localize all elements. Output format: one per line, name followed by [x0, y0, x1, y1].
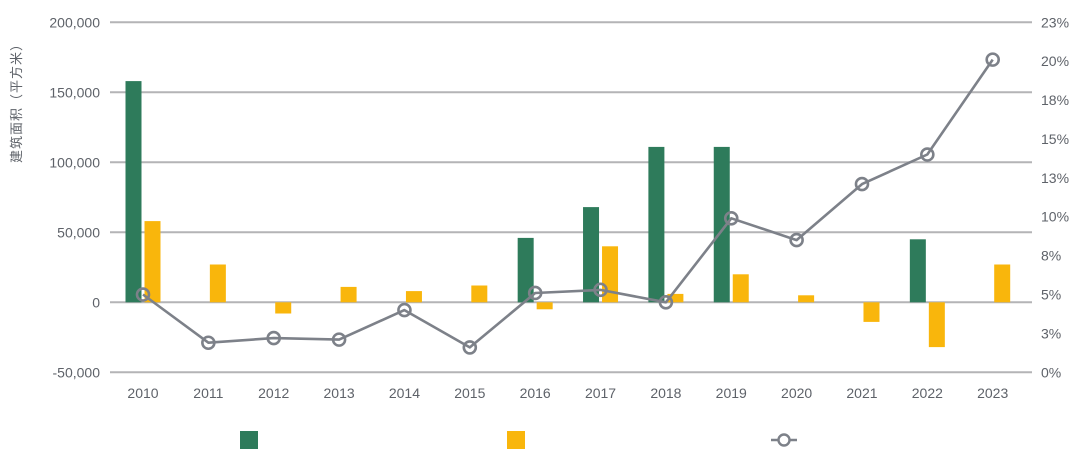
left-axis-tick-label: -50,000 [53, 364, 101, 380]
yellow-bar[interactable] [209, 264, 226, 303]
x-axis-year-label: 2022 [912, 385, 943, 401]
x-axis-year-label: 2020 [781, 385, 812, 401]
right-axis-tick-label: 13% [1041, 170, 1069, 186]
x-axis-year-label: 2017 [585, 385, 616, 401]
right-axis-tick-label: 8% [1041, 248, 1061, 264]
yellow-bar[interactable] [798, 295, 815, 303]
right-axis-tick-label: 3% [1041, 325, 1061, 341]
green-bar[interactable] [648, 146, 665, 303]
line-marker[interactable] [397, 302, 412, 318]
right-axis-tick-label: 18% [1041, 92, 1069, 108]
yellow-bar[interactable] [928, 302, 945, 348]
legend-item-yellow-bars[interactable] [507, 428, 533, 452]
left-axis-tick-label: 0 [92, 294, 100, 310]
left-axis-tick-label: 100,000 [49, 154, 100, 170]
yellow-bar[interactable] [144, 221, 161, 303]
yellow-bar-swatch-icon [507, 431, 525, 449]
x-axis-year-label: 2013 [324, 385, 355, 401]
line-circle-marker-icon [771, 433, 797, 447]
line-marker[interactable] [593, 282, 608, 298]
line-marker[interactable] [985, 52, 1001, 67]
legend-item-green-bars[interactable] [240, 428, 266, 452]
x-axis-year-label: 2010 [127, 385, 158, 401]
line-marker[interactable] [920, 147, 935, 162]
yellow-bar[interactable] [405, 291, 422, 303]
green-bar[interactable] [583, 207, 600, 303]
yellow-bar[interactable] [275, 302, 292, 314]
left-axis-tick-label: 200,000 [49, 14, 100, 30]
yellow-bar[interactable] [732, 274, 749, 303]
chart-legend [0, 428, 1080, 460]
yellow-bar[interactable] [536, 302, 553, 310]
line-marker[interactable] [462, 340, 478, 355]
chart-plot-area: 200,000 150,000 100,000 50,000 0 -50,000 23% 20… [49, 14, 1069, 401]
yellow-bar[interactable] [994, 264, 1011, 303]
green-bar[interactable] [125, 81, 142, 303]
right-axis-tick-label: 20% [1041, 53, 1069, 69]
x-axis-year-label: 2016 [520, 385, 551, 401]
x-axis-year-label: 2014 [389, 385, 420, 401]
left-axis-tick-label: 50,000 [57, 224, 100, 240]
yellow-bar[interactable] [471, 285, 488, 303]
line-marker[interactable] [723, 211, 739, 226]
left-axis-title: 建筑面积（平方米） [9, 37, 24, 164]
legend-item-percent-line[interactable] [770, 428, 806, 452]
green-bar-swatch-icon [240, 431, 258, 449]
right-axis-tick-label: 23% [1041, 14, 1069, 30]
yellow-bar[interactable] [863, 302, 880, 322]
line-marker[interactable] [266, 330, 282, 346]
line-marker[interactable] [331, 332, 347, 347]
green-bar[interactable] [517, 237, 534, 303]
x-axis-year-label: 2015 [454, 385, 485, 401]
line-marker[interactable] [201, 335, 216, 351]
right-axis-tick-label: 15% [1041, 131, 1069, 147]
right-axis-tick-label: 5% [1041, 287, 1061, 303]
green-bar[interactable] [713, 146, 730, 303]
yellow-bar[interactable] [667, 293, 684, 303]
percent-line [142, 58, 994, 349]
x-axis-year-label: 2019 [716, 385, 747, 401]
line-marker[interactable] [854, 176, 870, 192]
line-marker[interactable] [527, 285, 543, 301]
x-axis-year-label: 2021 [846, 385, 877, 401]
green-bar[interactable] [909, 239, 926, 303]
line-marker[interactable] [789, 232, 804, 248]
yellow-bar[interactable] [340, 286, 357, 303]
left-axis-tick-label: 150,000 [49, 84, 100, 100]
x-axis-year-label: 2023 [977, 385, 1008, 401]
x-axis-year-label: 2011 [193, 385, 223, 401]
right-axis-tick-label: 10% [1041, 209, 1069, 225]
right-axis-tick-label: 0% [1041, 364, 1061, 380]
x-axis-year-label: 2018 [650, 385, 681, 401]
x-axis-year-label: 2012 [258, 385, 289, 401]
line-marker[interactable] [135, 287, 151, 302]
line-marker[interactable] [658, 294, 674, 310]
